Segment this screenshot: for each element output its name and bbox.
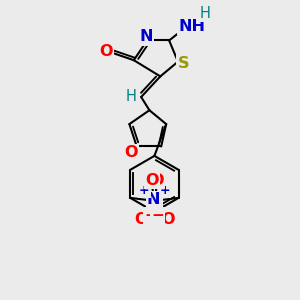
Text: NH: NH bbox=[178, 19, 205, 34]
Text: O: O bbox=[134, 212, 148, 226]
Text: O: O bbox=[99, 44, 112, 59]
Text: N: N bbox=[148, 192, 162, 207]
Text: N: N bbox=[147, 192, 160, 207]
Text: +: + bbox=[139, 184, 150, 197]
Text: −: − bbox=[145, 208, 157, 223]
Text: O: O bbox=[145, 173, 158, 188]
Text: +: + bbox=[159, 184, 170, 197]
Text: O: O bbox=[161, 212, 174, 226]
Text: H: H bbox=[200, 6, 211, 21]
Text: −: − bbox=[152, 208, 164, 223]
Text: H: H bbox=[125, 89, 136, 104]
Text: S: S bbox=[178, 56, 189, 70]
Text: N: N bbox=[140, 29, 153, 44]
Text: O: O bbox=[150, 173, 164, 188]
Text: O: O bbox=[125, 146, 138, 160]
